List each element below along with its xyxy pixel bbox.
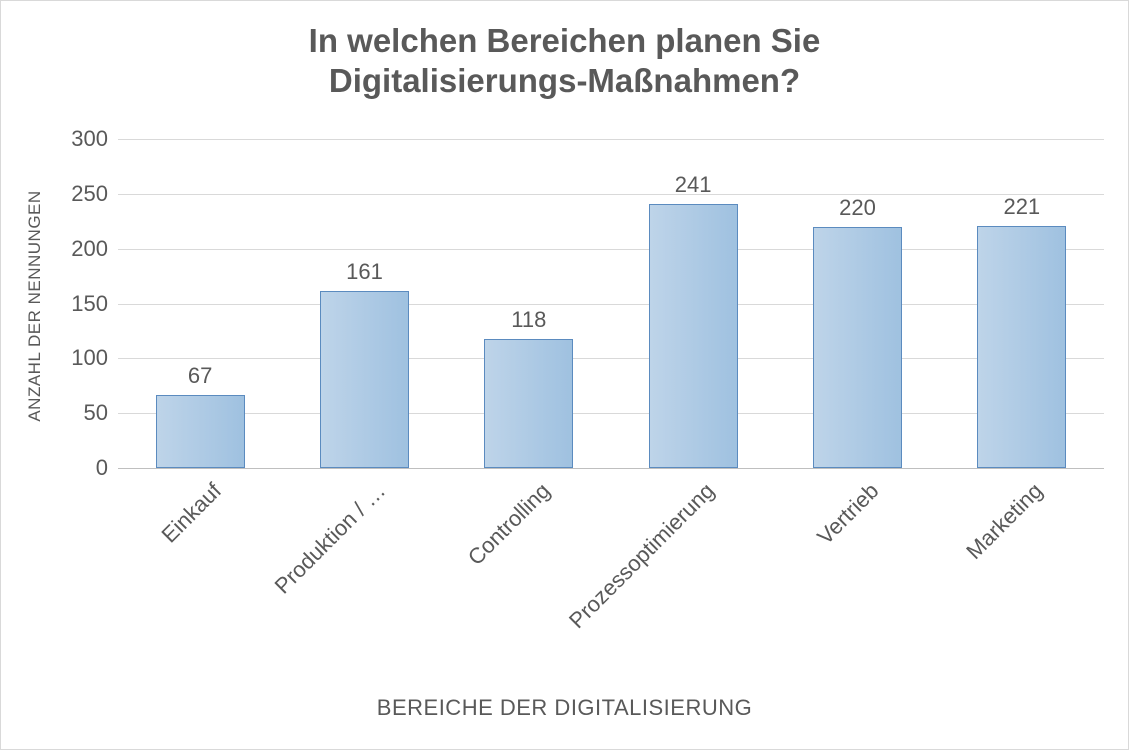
bar-slot: 221Marketing [940,139,1104,468]
bar [977,226,1066,468]
bar-value-label: 161 [346,259,383,285]
x-tick-label: Marketing [962,478,1049,565]
x-tick-label: Einkauf [156,478,226,548]
plot-area: 05010015020025030067Einkauf161Produktion… [118,139,1104,469]
x-tick-label: Vertrieb [812,478,884,550]
x-tick-label: Controlling [462,478,555,571]
y-axis-title: ANZAHL DER NENNUNGEN [25,190,45,421]
y-tick-label: 50 [84,400,118,426]
y-tick-label: 300 [71,126,118,152]
bar [813,227,902,468]
bar-slot: 118Controlling [447,139,611,468]
bar-slot: 220Vertrieb [775,139,939,468]
chart-frame: In welchen Bereichen planen Sie Digitali… [0,0,1129,750]
x-axis-title: BEREICHE DER DIGITALISIERUNG [1,695,1128,721]
bar-value-label: 221 [1003,194,1040,220]
bar-slot: 161Produktion / … [282,139,446,468]
y-tick-label: 150 [71,291,118,317]
y-tick-label: 0 [96,455,118,481]
chart-title-line1: In welchen Bereichen planen Sie [309,22,821,59]
x-tick-label: Produktion / … [270,478,391,599]
y-tick-label: 200 [71,236,118,262]
bar [649,204,738,468]
bar-value-label: 241 [675,172,712,198]
x-tick-label: Prozessoptimierung [564,478,720,634]
bar-slot: 67Einkauf [118,139,282,468]
chart-title-line2: Digitalisierungs-Maßnahmen? [329,62,800,99]
bar-value-label: 118 [511,307,546,333]
bar-slot: 241Prozessoptimierung [611,139,775,468]
y-tick-label: 100 [71,345,118,371]
bar-value-label: 67 [188,363,212,389]
bar [156,395,245,468]
bar [484,339,573,468]
bar [320,291,409,468]
chart-title: In welchen Bereichen planen Sie Digitali… [1,21,1128,100]
bar-value-label: 220 [839,195,876,221]
y-tick-label: 250 [71,181,118,207]
